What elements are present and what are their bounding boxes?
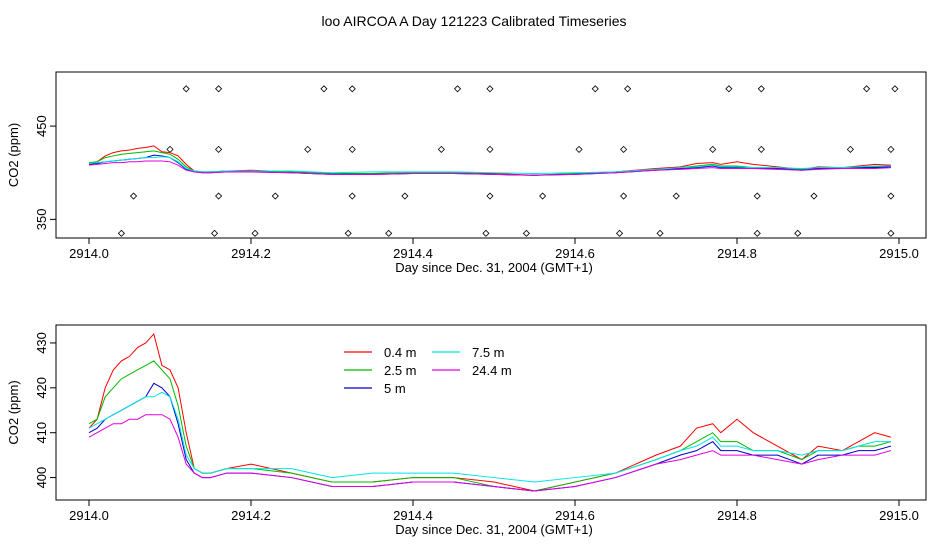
x-tick-label: 2914.4 — [393, 246, 433, 261]
series-line — [88, 391, 891, 483]
calibration-point — [757, 85, 765, 93]
calibration-point — [117, 229, 125, 237]
y-tick-label: 430 — [34, 332, 49, 354]
calibration-point — [709, 145, 717, 153]
calibration-point — [482, 229, 490, 237]
calibration-point — [486, 192, 494, 200]
calibration-point — [385, 229, 393, 237]
calibration-point — [271, 192, 279, 200]
x-axis-label: Day since Dec. 31, 2004 (GMT+1) — [395, 260, 593, 275]
y-tick-label: 400 — [34, 467, 49, 489]
x-tick-label: 2914.6 — [555, 508, 595, 523]
x-tick-label: 2914.2 — [231, 508, 271, 523]
calibration-point — [437, 145, 445, 153]
calibration-point — [320, 85, 328, 93]
x-tick-label: 2914.8 — [717, 508, 757, 523]
legend-label: 24.4 m — [472, 363, 512, 378]
calibration-point — [182, 85, 190, 93]
y-tick-label: 350 — [34, 208, 49, 230]
calibration-point — [344, 229, 352, 237]
series-line — [88, 414, 892, 492]
calibration-point — [753, 192, 761, 200]
calibration-point — [251, 229, 259, 237]
x-axis-label: Day since Dec. 31, 2004 (GMT+1) — [395, 522, 593, 537]
series-line — [88, 382, 892, 492]
y-axis-label: CO2 (ppm) — [6, 123, 21, 187]
calibration-point — [575, 145, 583, 153]
calibration-point — [215, 192, 223, 200]
calibration-point — [215, 85, 223, 93]
calibration-point — [887, 145, 895, 153]
calibration-point — [210, 229, 219, 237]
calibration-point — [810, 192, 818, 200]
calibration-point — [348, 145, 356, 153]
series-line — [88, 160, 891, 176]
calibration-point — [863, 85, 871, 93]
legend-label: 7.5 m — [472, 345, 505, 360]
x-tick-label: 2914.4 — [393, 508, 433, 523]
y-tick-label: 410 — [34, 422, 49, 444]
calibration-point — [401, 192, 409, 200]
calibration-point — [615, 229, 624, 237]
legend-label: 2.5 m — [384, 363, 417, 378]
legend-label: 0.4 m — [384, 345, 417, 360]
calibration-point — [656, 229, 664, 237]
calibration-point — [620, 192, 628, 200]
calibration-point — [887, 192, 895, 200]
x-tick-label: 2914.6 — [555, 246, 595, 261]
calibration-point — [453, 85, 462, 93]
calibration-point — [753, 229, 761, 237]
figure-title: loo AIRCOA A Day 121223 Calibrated Times… — [321, 13, 626, 29]
bottom-panel: 2914.0 2914.2 2914.4 2914.6 2914.8 2915.0 Day … — [6, 324, 927, 537]
calibration-point — [348, 85, 356, 93]
calibration-point — [539, 192, 547, 200]
calibration-point — [348, 192, 356, 200]
plot-frame — [55, 71, 927, 239]
x-tick-label: 2915.0 — [879, 508, 919, 523]
calibration-point — [672, 192, 680, 200]
calibration-point — [887, 229, 895, 237]
calibration-point — [725, 85, 733, 93]
calibration-point — [129, 192, 138, 200]
series-line — [88, 360, 892, 492]
calibration-point — [486, 145, 494, 153]
calibration-point — [620, 145, 628, 153]
calibration-point — [304, 145, 312, 153]
y-tick-label: 450 — [34, 115, 49, 137]
calibration-point — [486, 85, 494, 93]
calibration-point — [166, 145, 174, 153]
calibration-point — [624, 85, 632, 93]
y-tick-label: 420 — [34, 377, 49, 399]
series-line — [88, 145, 891, 176]
x-tick-label: 2914.0 — [69, 508, 109, 523]
calibration-point — [522, 229, 530, 237]
x-tick-label: 2914.2 — [231, 246, 271, 261]
calibration-point — [794, 229, 802, 237]
legend-label: 5 m — [384, 381, 406, 396]
top-panel: 2914.0 2914.2 2914.4 2914.6 2914.8 2915.0 Day … — [6, 71, 927, 275]
calibration-point — [846, 145, 854, 153]
series-line — [88, 156, 891, 175]
calibration-point — [891, 85, 899, 93]
x-tick-label: 2914.8 — [717, 246, 757, 261]
x-tick-label: 2915.0 — [879, 246, 919, 261]
calibration-point — [591, 85, 599, 93]
calibration-point — [215, 145, 223, 153]
calibration-point — [757, 145, 765, 153]
x-tick-label: 2914.0 — [69, 246, 109, 261]
y-axis-label: CO2 (ppm) — [6, 380, 21, 444]
plot-frame — [55, 324, 927, 501]
